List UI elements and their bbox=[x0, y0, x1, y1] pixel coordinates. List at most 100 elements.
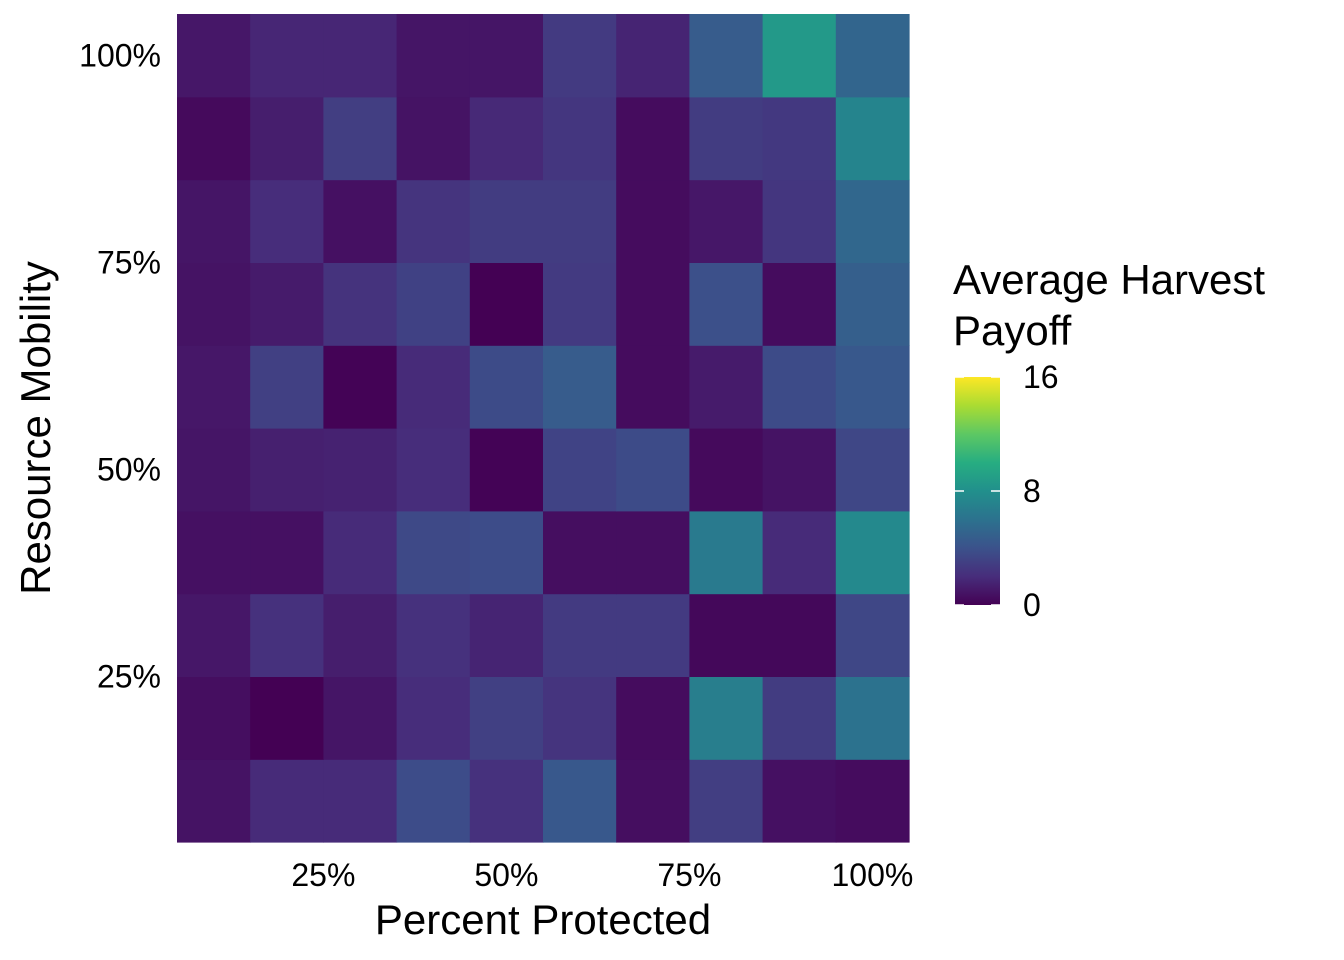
x-tick-label: 75% bbox=[657, 857, 721, 893]
heatmap-cell bbox=[396, 345, 471, 429]
heatmap-cell bbox=[396, 179, 471, 263]
heatmap-cell bbox=[616, 759, 690, 843]
heatmap-cell bbox=[323, 510, 398, 595]
heatmap-cell bbox=[323, 345, 398, 429]
heatmap-cell bbox=[250, 428, 324, 512]
heatmap-cell bbox=[543, 345, 617, 429]
heatmap-cell bbox=[250, 96, 324, 181]
heatmap-cell bbox=[762, 345, 837, 429]
legend-ticks: 0 8 16 bbox=[955, 359, 1059, 623]
x-tick-label: 25% bbox=[291, 857, 355, 893]
heatmap-cell bbox=[835, 179, 910, 263]
heatmap-cell bbox=[177, 345, 251, 429]
heatmap-cell bbox=[616, 262, 690, 346]
heatmap-cell bbox=[396, 96, 471, 181]
heatmap-cell bbox=[835, 96, 910, 181]
heatmap-cell bbox=[616, 345, 690, 429]
heatmap-cell bbox=[396, 759, 471, 843]
heatmap-cell bbox=[543, 593, 617, 677]
heatmap-cell bbox=[762, 593, 837, 677]
heatmap-cell bbox=[177, 593, 251, 677]
heatmap-cell bbox=[177, 179, 251, 263]
heatmap-cell bbox=[323, 262, 398, 346]
legend-title-line-1: Average Harvest bbox=[953, 256, 1265, 303]
heatmap-cell bbox=[250, 593, 324, 677]
heatmap-cell bbox=[616, 676, 690, 760]
heatmap-cell bbox=[323, 759, 398, 843]
heatmap-cell bbox=[689, 676, 764, 760]
heatmap-cell bbox=[250, 676, 324, 760]
heatmap-cell bbox=[835, 428, 910, 512]
heatmap-cell bbox=[469, 179, 544, 263]
x-tick-label: 50% bbox=[474, 857, 538, 893]
heatmap-cell bbox=[835, 676, 910, 760]
heatmap-cell bbox=[323, 676, 398, 760]
heatmap-cell bbox=[689, 759, 764, 843]
heatmap-cell bbox=[469, 759, 544, 843]
heatmap-cell bbox=[469, 593, 544, 677]
heatmap-cell bbox=[762, 428, 837, 512]
heatmap-cell bbox=[762, 759, 837, 843]
heatmap-cell bbox=[835, 14, 910, 98]
heatmap-cell bbox=[177, 96, 251, 181]
heatmap-cell bbox=[689, 96, 764, 181]
x-tick-label: 100% bbox=[831, 857, 913, 893]
y-tick-label: 75% bbox=[97, 244, 161, 280]
heatmap-cell bbox=[543, 179, 617, 263]
y-axis-ticks: 25% 50% 75% 100% bbox=[79, 37, 161, 694]
heatmap-cell bbox=[689, 593, 764, 677]
heatmap-cell bbox=[396, 676, 471, 760]
heatmap-cell bbox=[835, 759, 910, 843]
heatmap-cell bbox=[177, 14, 251, 98]
heatmap-cell bbox=[177, 676, 251, 760]
heatmap-cell bbox=[689, 179, 764, 263]
heatmap-cell bbox=[835, 345, 910, 429]
heatmap-cell bbox=[396, 428, 471, 512]
heatmap-cell bbox=[323, 593, 398, 677]
heatmap-cell bbox=[762, 262, 837, 346]
heatmap-cell bbox=[835, 510, 910, 595]
heatmap-cell bbox=[469, 510, 544, 595]
heatmap-cell bbox=[250, 262, 324, 346]
heatmap-cell bbox=[323, 428, 398, 512]
heatmap-cell bbox=[543, 428, 617, 512]
heatmap-cell bbox=[689, 345, 764, 429]
heatmap-cell bbox=[177, 428, 251, 512]
heatmap-cell bbox=[616, 96, 690, 181]
x-axis-title: Percent Protected bbox=[375, 896, 711, 943]
heatmap-cell bbox=[323, 96, 398, 181]
heatmap-cell bbox=[835, 593, 910, 677]
legend-tick-label: 16 bbox=[1023, 359, 1059, 395]
heatmap-cell bbox=[835, 262, 910, 346]
heatmap-cell bbox=[762, 179, 837, 263]
heatmap-cell bbox=[469, 96, 544, 181]
heatmap-cell bbox=[250, 510, 324, 595]
y-tick-label: 50% bbox=[97, 451, 161, 487]
heatmap-cell bbox=[689, 262, 764, 346]
heatmap-cell bbox=[469, 676, 544, 760]
heatmap-cell bbox=[396, 262, 471, 346]
heatmap-cell bbox=[177, 759, 251, 843]
heatmap-cell bbox=[250, 14, 324, 98]
heatmap-cell bbox=[543, 262, 617, 346]
heatmap-cell bbox=[689, 510, 764, 595]
heatmap-cell bbox=[469, 262, 544, 346]
legend-tick-label: 8 bbox=[1023, 473, 1041, 509]
heatmap-cell bbox=[469, 428, 544, 512]
heatmap-cell bbox=[543, 14, 617, 98]
heatmap-cell bbox=[177, 262, 251, 346]
heatmap-cell bbox=[543, 510, 617, 595]
heatmap-cell bbox=[469, 345, 544, 429]
legend-title-line-2: Payoff bbox=[953, 307, 1072, 354]
y-tick-label: 25% bbox=[97, 658, 161, 694]
heatmap-cell bbox=[762, 510, 837, 595]
heatmap-cell bbox=[616, 510, 690, 595]
x-axis-ticks: 25% 50% 75% 100% bbox=[291, 857, 913, 893]
y-axis-title: Resource Mobility bbox=[12, 261, 59, 595]
heatmap-cell bbox=[762, 96, 837, 181]
heatmap-cell bbox=[543, 96, 617, 181]
heatmap-cell bbox=[396, 510, 471, 595]
heatmap-cell bbox=[762, 14, 837, 98]
heatmap-cell bbox=[616, 14, 690, 98]
